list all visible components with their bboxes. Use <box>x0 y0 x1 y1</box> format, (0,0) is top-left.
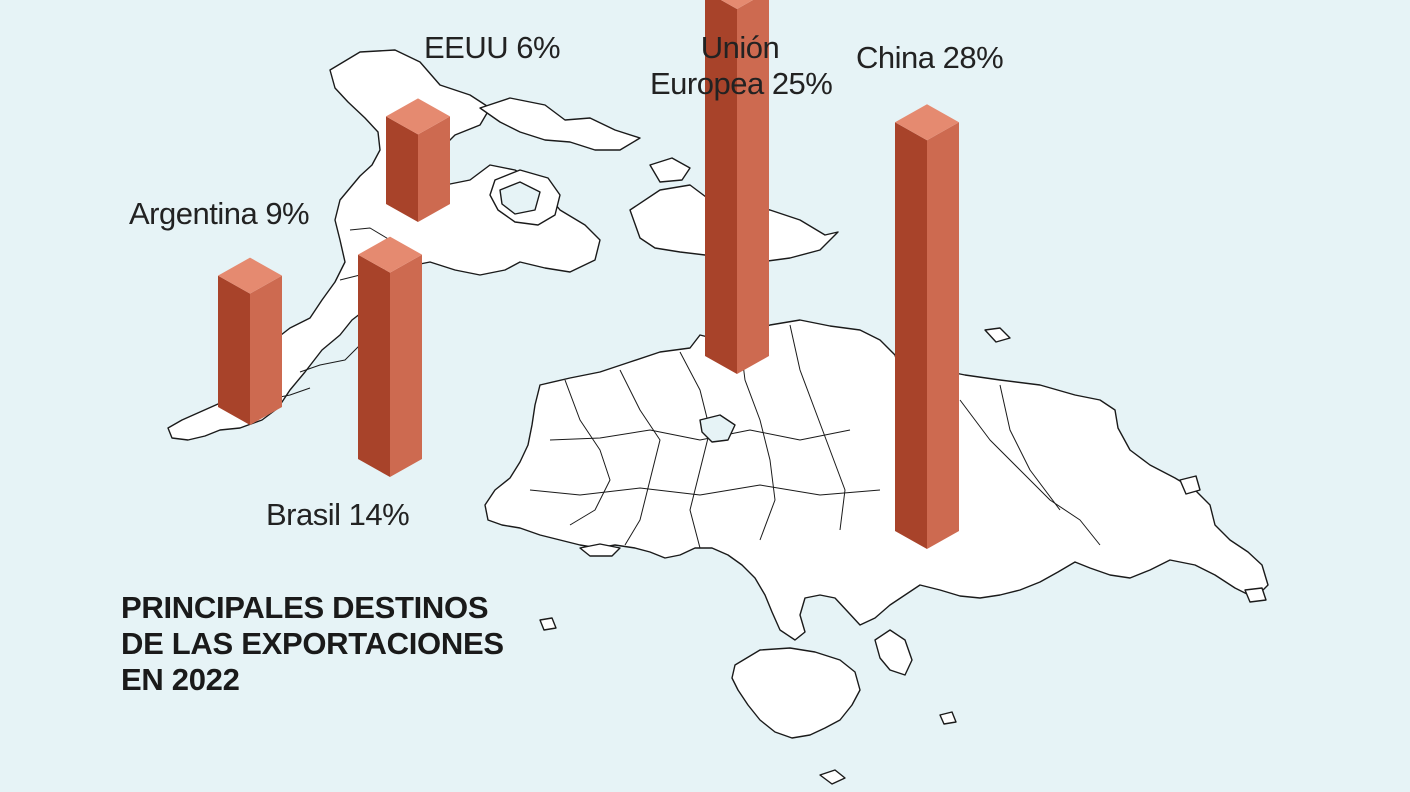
label-brasil: Brasil 14% <box>266 497 410 532</box>
bar-china-top-face <box>895 104 959 141</box>
title-line-3: EN 2022 <box>121 662 240 697</box>
bar-argentina <box>218 257 282 425</box>
label-union-europea: Unión Europea 25% <box>650 30 833 102</box>
map-hudson-bay <box>499 181 541 215</box>
bar-china <box>895 104 959 549</box>
label-argentina: Argentina 9% <box>129 196 310 231</box>
map-eurasia-africa <box>484 319 1269 641</box>
bar-argentina-left-face <box>218 275 250 425</box>
map-australia <box>731 647 861 739</box>
bar-argentina-top-face <box>218 257 282 294</box>
bar-union-europea-top-face <box>721 0 753 9</box>
bar-eeuu <box>386 98 450 222</box>
label-eeuu: EEUU 6% <box>424 30 561 65</box>
chart-title: PRINCIPALES DESTINOS DE LAS EXPORTACIONE… <box>121 590 504 698</box>
map-iceland <box>649 157 691 183</box>
map-island-5 <box>1179 475 1201 495</box>
map-island-7 <box>819 769 846 785</box>
map-island-1 <box>874 629 913 676</box>
bar-union-europea-right-face <box>737 0 769 374</box>
label-union-europea-line2: Europea 25% <box>650 66 833 101</box>
bar-union-europea-left-face <box>705 0 737 374</box>
map-island-2 <box>579 543 621 557</box>
bar-eeuu-left-face <box>386 116 418 222</box>
bar-argentina-right-face <box>250 275 282 425</box>
title-line-1: PRINCIPALES DESTINOS <box>121 590 489 625</box>
bar-union-europea <box>705 0 769 374</box>
title-line-2: DE LAS EXPORTACIONES <box>121 626 504 661</box>
bar-brasil <box>358 236 422 477</box>
bar-brasil-right-face <box>390 254 422 477</box>
bar-eeuu-right-face <box>418 116 450 222</box>
bar-china-right-face <box>927 122 959 549</box>
map-island-8 <box>939 711 957 725</box>
map-arctic-islands <box>479 97 641 151</box>
label-union-europea-line1: Unión <box>700 30 780 65</box>
map-inland-sea <box>699 414 736 443</box>
bar-brasil-top-face <box>358 236 422 273</box>
label-china: China 28% <box>856 40 1004 75</box>
bar-brasil-left-face <box>358 254 390 477</box>
map-island-4 <box>984 327 1011 343</box>
bars-layer <box>218 0 959 549</box>
bar-eeuu-top-face <box>386 98 450 135</box>
map-island-9 <box>539 617 557 631</box>
bar-china-left-face <box>895 122 927 549</box>
map-island-6 <box>1244 587 1267 603</box>
